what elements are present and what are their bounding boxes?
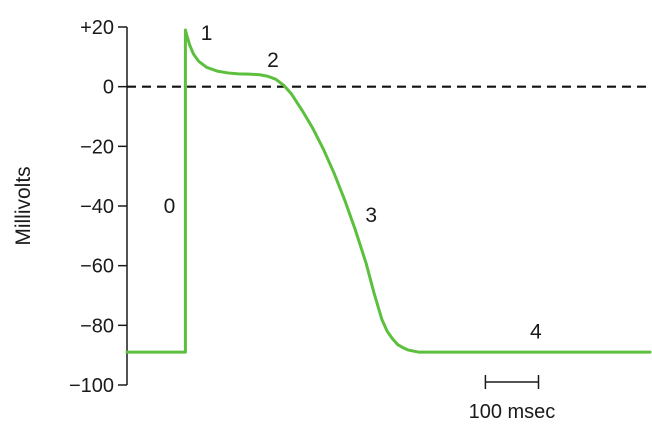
phase-labels: 0 1 2 3 4 (164, 22, 542, 343)
action-potential-line (125, 28, 652, 354)
y-axis: +20 0 −20 −40 −60 −80 −100 (69, 17, 128, 397)
y-tick-label: 0 (103, 77, 114, 99)
y-tick-label: +20 (80, 17, 114, 39)
y-axis-label: Millivolts (12, 166, 35, 245)
phase-label-2: 2 (267, 49, 279, 72)
series-layer (125, 28, 652, 354)
y-tick-label: −80 (80, 315, 114, 337)
y-tick-label: −20 (80, 136, 114, 158)
phase-label-1: 1 (201, 22, 213, 45)
scale-bar-label: 100 msec (469, 401, 556, 423)
phase-label-4: 4 (530, 320, 542, 343)
y-tick-label: −40 (80, 196, 114, 218)
scale-bar: 100 msec (469, 375, 556, 423)
y-tick-label: −100 (69, 375, 114, 397)
y-tick-label: −60 (80, 256, 114, 278)
phase-label-3: 3 (365, 204, 377, 227)
phase-label-0: 0 (164, 195, 176, 218)
